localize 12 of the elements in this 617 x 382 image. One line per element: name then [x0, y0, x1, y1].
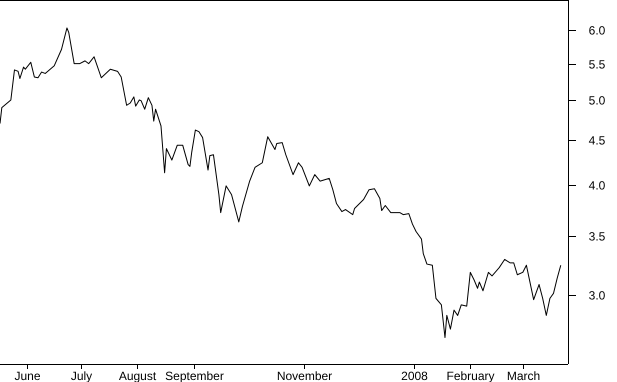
y-tick-label: 5.0	[588, 94, 606, 108]
y-tick-label: 3.0	[588, 288, 606, 302]
y-tick-label: 4.0	[588, 178, 606, 192]
y-tick-label: 5.5	[588, 58, 606, 72]
x-tick-label: June	[14, 369, 41, 382]
line-series	[0, 27, 562, 338]
x-tick-label: 2008	[401, 369, 428, 382]
y-tick-label: 3.5	[588, 230, 606, 244]
x-tick-label: November	[276, 369, 332, 382]
x-tick-label: March	[506, 369, 540, 382]
y-tick-label: 6.0	[588, 24, 606, 38]
y-tick-label: 4.5	[588, 134, 606, 148]
